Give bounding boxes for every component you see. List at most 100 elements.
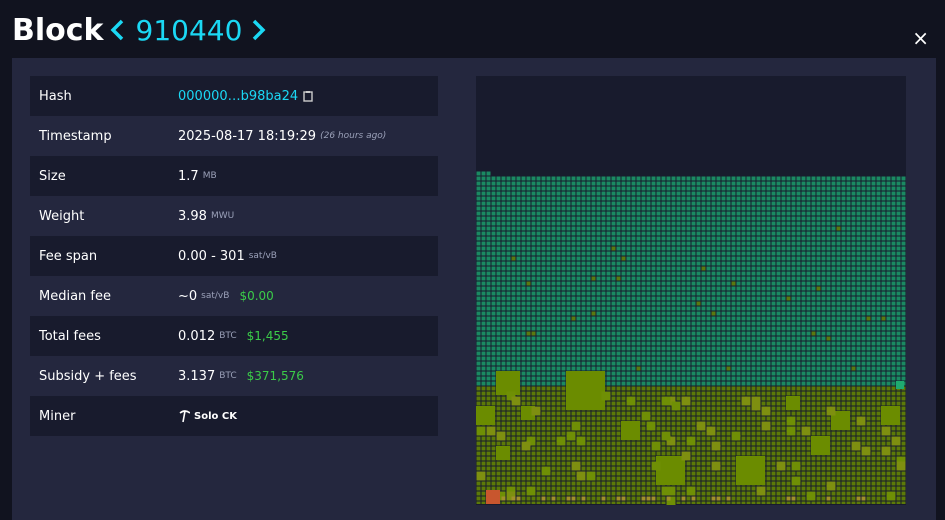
tx-square: [661, 431, 671, 441]
tx-square: [506, 491, 516, 501]
fiat-value: $1,455: [246, 329, 289, 343]
header: Block 910440: [12, 10, 274, 50]
tx-square: [716, 496, 721, 501]
tx-square: [476, 426, 486, 436]
value: ~0: [178, 288, 198, 304]
tx-square: [826, 496, 831, 501]
value: 1.7: [178, 168, 199, 184]
unit: sat/vB: [201, 291, 230, 301]
tx-square: [816, 286, 821, 291]
value: 0.00 - 301: [178, 248, 245, 264]
tx-square: [761, 421, 771, 431]
tx-square: [611, 246, 616, 251]
copy-icon[interactable]: [302, 90, 314, 102]
tx-square: [586, 471, 596, 481]
tx-square: [666, 436, 676, 446]
value: Solo CK: [194, 410, 237, 422]
value: 2025-08-17 18:19:29: [178, 128, 317, 144]
tx-square: [826, 481, 836, 491]
tx-square: [581, 496, 586, 501]
tx-square: [506, 486, 516, 496]
tx-square: [786, 396, 800, 410]
tx-square: [666, 496, 671, 501]
value: 0.012: [178, 328, 216, 344]
tx-square: [646, 421, 656, 431]
tx-square: [726, 496, 731, 501]
title: Block: [12, 12, 104, 48]
tx-square: [851, 366, 856, 371]
tx-square: [511, 256, 516, 261]
tx-square: [571, 316, 576, 321]
unit: MB: [202, 171, 217, 181]
tx-square: [526, 281, 531, 286]
tx-square: [711, 461, 721, 471]
row-label: Weight: [39, 208, 85, 224]
tx-square: [881, 316, 886, 321]
tx-grid: [476, 171, 491, 176]
tx-square: [811, 331, 816, 336]
tx-square: [626, 396, 636, 406]
tx-square: [711, 496, 716, 501]
row-value: 000000…b98ba24: [178, 89, 314, 104]
tx-square: [671, 401, 681, 411]
tx-square: [646, 496, 651, 501]
tx-square: [801, 426, 811, 436]
tx-square: [836, 226, 841, 231]
next-arrow[interactable]: [246, 15, 274, 45]
unit: sat/vB: [248, 251, 277, 261]
tx-square: [526, 331, 531, 336]
tx-square: [476, 406, 495, 425]
tx-square: [726, 366, 731, 371]
tx-square: [886, 491, 896, 501]
tx-square: [616, 496, 621, 501]
row-label: Subsidy + fees: [39, 368, 137, 384]
tx-square: [571, 496, 576, 501]
tx-square: [891, 436, 901, 446]
prev-arrow[interactable]: [104, 15, 132, 45]
tx-square: [806, 491, 816, 501]
tx-square: [666, 396, 676, 406]
tx-square: [541, 466, 551, 476]
tx-square: [566, 431, 576, 441]
tx-square: [681, 396, 691, 406]
tx-square: [761, 406, 771, 416]
row-value: ~0 sat/vB $0.00: [178, 289, 274, 304]
tx-square: [681, 451, 691, 461]
tx-square: [706, 426, 716, 436]
tx-square: [681, 496, 686, 501]
tx-square: [621, 496, 626, 501]
tx-square: [786, 496, 791, 501]
tx-square: [791, 461, 801, 471]
tx-square: [686, 486, 696, 496]
tx-square: [621, 421, 640, 440]
tx-square: [476, 471, 486, 481]
tx-square: [576, 471, 586, 481]
tx-square: [521, 441, 531, 451]
tx-square: [896, 456, 906, 466]
close-button[interactable]: ×: [912, 26, 929, 50]
detail-row: Timestamp 2025-08-17 18:19:29 (26 hours ag…: [30, 116, 438, 156]
tx-square: [566, 496, 571, 501]
value: 3.98: [178, 208, 207, 224]
tx-square: [506, 391, 516, 401]
tx-square: [651, 496, 656, 501]
tx-square: [741, 396, 751, 406]
tx-square: [881, 426, 891, 436]
tx-square: [731, 431, 741, 441]
tx-square: [651, 441, 661, 451]
block-height: 910440: [135, 13, 243, 47]
tx-square: [591, 311, 596, 316]
tx-square: [496, 371, 520, 395]
tx-square: [731, 281, 736, 286]
tx-square: [661, 486, 671, 496]
tx-square: [661, 396, 671, 406]
tx-square: [751, 401, 761, 411]
row-value: Solo CK: [178, 409, 237, 423]
value[interactable]: 000000…b98ba24: [178, 88, 299, 104]
tx-square: [896, 381, 904, 389]
tx-square: [601, 496, 606, 501]
row-value: 3.98 MWU: [178, 209, 234, 224]
unit: BTC: [219, 371, 237, 381]
tx-square: [656, 456, 685, 485]
